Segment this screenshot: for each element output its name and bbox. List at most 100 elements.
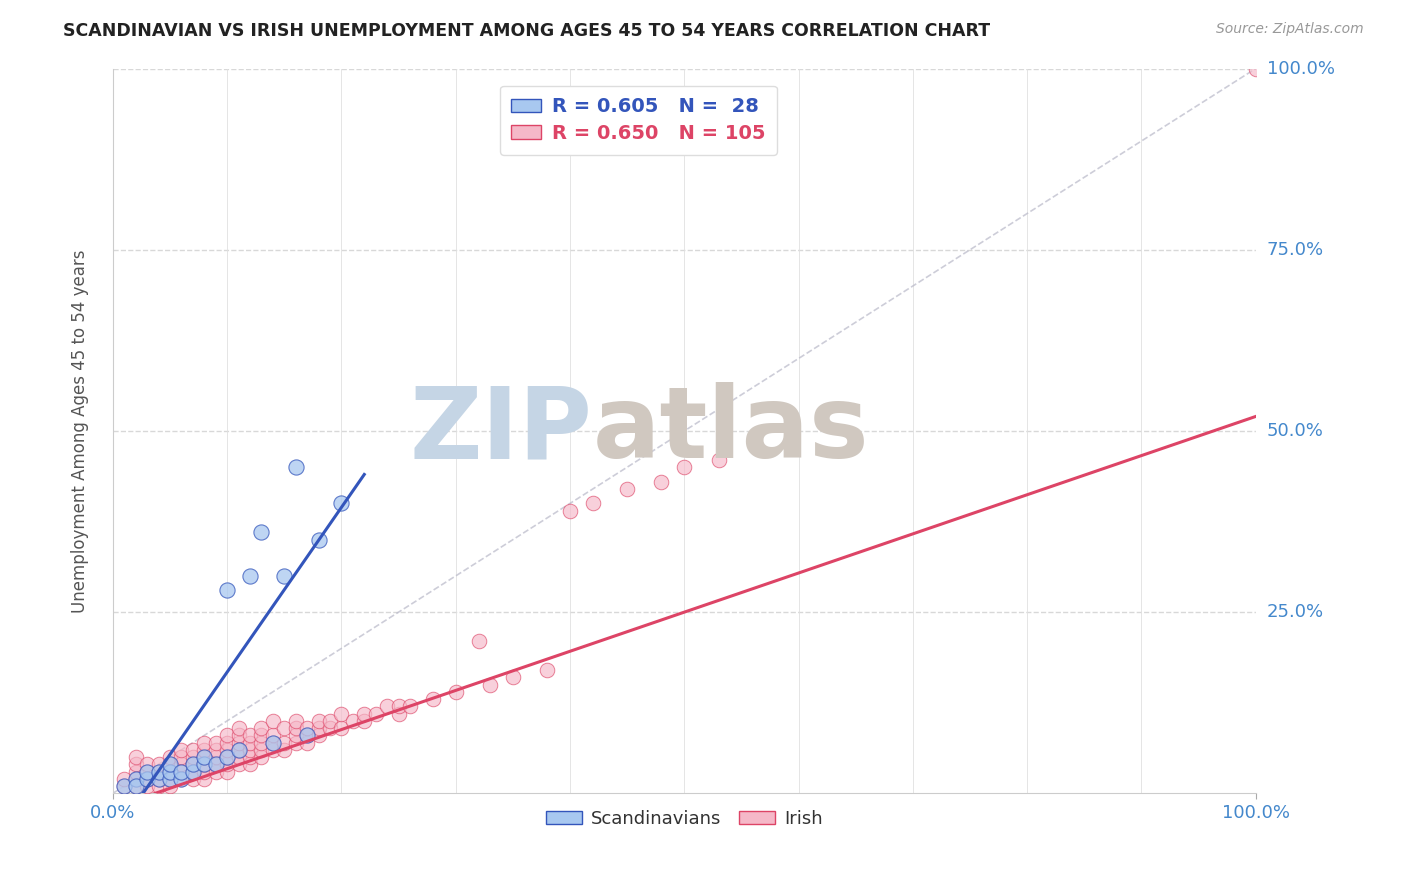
Point	[148, 772, 170, 786]
Point	[159, 764, 181, 779]
Point	[273, 743, 295, 757]
Point	[478, 678, 501, 692]
Point	[217, 743, 239, 757]
Point	[125, 772, 148, 786]
Point	[204, 736, 226, 750]
Point	[364, 706, 387, 721]
Point	[181, 743, 204, 757]
Point	[136, 772, 159, 786]
Point	[159, 779, 181, 793]
Point	[204, 764, 226, 779]
Point	[228, 743, 250, 757]
Point	[193, 743, 215, 757]
Point	[319, 721, 342, 735]
Point	[239, 736, 262, 750]
Point	[181, 757, 204, 772]
Point	[193, 736, 215, 750]
Point	[170, 764, 193, 779]
Point	[148, 772, 170, 786]
Point	[295, 736, 318, 750]
Point	[295, 728, 318, 742]
Point	[217, 750, 239, 764]
Text: 25.0%: 25.0%	[1267, 603, 1324, 621]
Point	[273, 721, 295, 735]
Point	[217, 736, 239, 750]
Point	[467, 634, 489, 648]
Point	[125, 757, 148, 772]
Point	[193, 772, 215, 786]
Point	[250, 721, 273, 735]
Point	[262, 736, 284, 750]
Point	[181, 757, 204, 772]
Point	[239, 569, 262, 583]
Point	[136, 764, 159, 779]
Point	[262, 736, 284, 750]
Point	[159, 764, 181, 779]
Point	[250, 525, 273, 540]
Point	[159, 772, 181, 786]
Text: 50.0%: 50.0%	[1267, 422, 1323, 440]
Text: atlas: atlas	[593, 383, 869, 480]
Point	[193, 764, 215, 779]
Point	[558, 504, 581, 518]
Point	[250, 750, 273, 764]
Point	[193, 757, 215, 772]
Point	[148, 779, 170, 793]
Point	[387, 706, 409, 721]
Point	[204, 757, 226, 772]
Point	[353, 714, 375, 728]
Point	[112, 779, 135, 793]
Point	[125, 772, 148, 786]
Point	[308, 533, 330, 547]
Point	[217, 750, 239, 764]
Point	[342, 714, 364, 728]
Point	[181, 772, 204, 786]
Point	[125, 779, 148, 793]
Point	[217, 728, 239, 742]
Point	[170, 750, 193, 764]
Text: ZIP: ZIP	[411, 383, 593, 480]
Point	[387, 699, 409, 714]
Point	[262, 714, 284, 728]
Point	[284, 721, 307, 735]
Point	[284, 714, 307, 728]
Point	[536, 663, 558, 677]
Point	[228, 743, 250, 757]
Point	[136, 772, 159, 786]
Text: Source: ZipAtlas.com: Source: ZipAtlas.com	[1216, 22, 1364, 37]
Point	[228, 721, 250, 735]
Point	[112, 772, 135, 786]
Point	[217, 757, 239, 772]
Point	[170, 772, 193, 786]
Point	[650, 475, 672, 489]
Point	[181, 764, 204, 779]
Point	[239, 743, 262, 757]
Point	[502, 670, 524, 684]
Point	[125, 779, 148, 793]
Point	[193, 750, 215, 764]
Point	[228, 736, 250, 750]
Point	[582, 496, 605, 510]
Point	[330, 496, 353, 510]
Point	[1244, 62, 1267, 76]
Point	[673, 460, 696, 475]
Legend: Scandinavians, Irish: Scandinavians, Irish	[538, 803, 830, 835]
Point	[239, 728, 262, 742]
Point	[330, 721, 353, 735]
Point	[193, 750, 215, 764]
Point	[136, 764, 159, 779]
Point	[204, 757, 226, 772]
Point	[295, 728, 318, 742]
Point	[262, 743, 284, 757]
Text: 100.0%: 100.0%	[1267, 60, 1334, 78]
Point	[399, 699, 422, 714]
Point	[148, 757, 170, 772]
Point	[308, 714, 330, 728]
Point	[616, 482, 638, 496]
Point	[125, 764, 148, 779]
Point	[319, 714, 342, 728]
Point	[250, 736, 273, 750]
Point	[159, 757, 181, 772]
Point	[136, 779, 159, 793]
Point	[181, 764, 204, 779]
